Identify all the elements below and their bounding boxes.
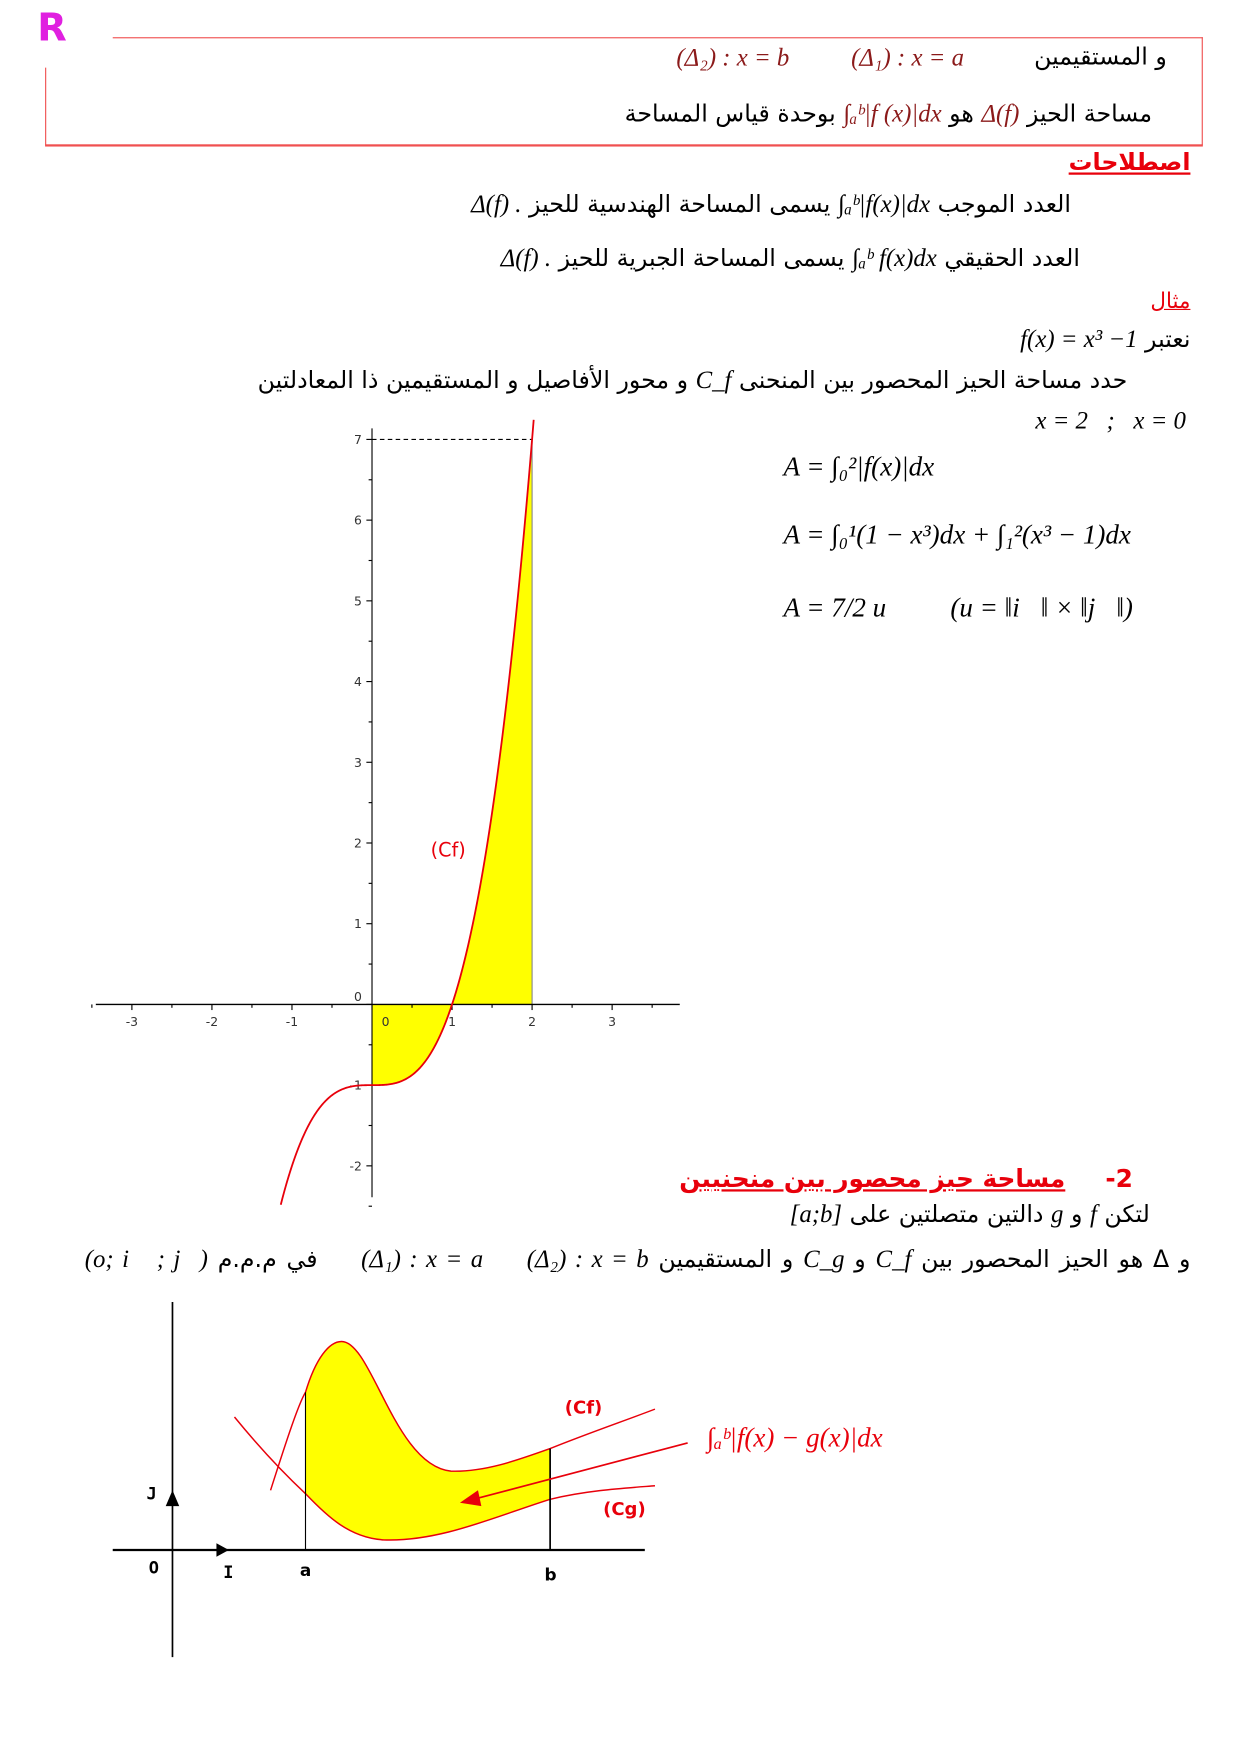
text: لتكن <box>1104 1200 1150 1228</box>
y-tick-label: -2 <box>350 1158 362 1173</box>
cf-curve <box>269 1340 656 1491</box>
unit-definition: (u = ‖i⃗‖ × ‖j⃗‖) <box>950 594 1133 624</box>
delta-f: Δ(f) . <box>471 189 522 218</box>
y-tick-label: 5 <box>354 593 362 608</box>
example-task: حدد مساحة الحيز المحصور بين المنحنى C_f … <box>258 365 1128 394</box>
terms-line1: العدد الموجب ∫ₐᵇ|f(x)|dx يسمى المساحة ال… <box>471 189 1071 218</box>
text: دالتين متصلتين على <box>849 1200 1044 1228</box>
x-tick-label: -1 <box>286 1014 298 1029</box>
terms-heading: اصطلاحات <box>1068 148 1191 176</box>
x-tick-label: -3 <box>126 1014 138 1029</box>
delta-f: Δ(f) . <box>500 243 552 272</box>
cf-symbol: C_f <box>695 365 732 394</box>
text: يسمى المساحة الجبرية للحيز <box>558 244 845 272</box>
y-tick-label: 3 <box>354 755 362 770</box>
section2-number: -2 <box>1105 1165 1133 1194</box>
a-label: a <box>300 1560 311 1580</box>
text: العدد الموجب <box>937 190 1071 218</box>
pointer-arrow-head-icon <box>459 1490 482 1507</box>
logo: R <box>37 5 67 51</box>
text: نعتبر <box>1145 325 1191 353</box>
x-tick-label: 1 <box>448 1014 456 1029</box>
cf-label: (Cf) <box>565 1398 603 1419</box>
y-tick-label: 6 <box>354 513 362 528</box>
difference-integral: ∫ₐᵇ|f(x) − g(x)|dx <box>705 1422 883 1454</box>
text: يسمى المساحة الهندسية للحيز <box>529 190 831 218</box>
integral: ∫ₐᵇ|f (x)|dx <box>843 99 942 128</box>
cg-curve <box>233 1416 656 1541</box>
example-function: نعتبر f(x) = x³ −1 <box>1020 325 1190 354</box>
x-tick-label: 0 <box>382 1014 390 1029</box>
box-delta1: (Δ₁) : x = a <box>851 42 965 72</box>
f-symbol: f <box>1089 1199 1097 1228</box>
x-tick-label: 2 <box>528 1014 536 1029</box>
text: و المستقيمين <box>658 1245 794 1273</box>
cg-symbol: C_g <box>803 1244 845 1273</box>
box-border-bottom <box>45 144 1203 147</box>
example-bounds: x = 2 ; x = 0 <box>1035 405 1186 435</box>
box-delta2: (Δ₂) : x = b <box>676 42 790 72</box>
text: و Δ هو الحيز المحصور بين <box>921 1245 1191 1273</box>
box-border-left <box>45 67 47 146</box>
cg-label: (Cg) <box>603 1499 646 1520</box>
text: حدد مساحة الحيز المحصور بين المنحنى <box>738 366 1128 394</box>
interval: [a;b] <box>789 1199 843 1228</box>
y-tick-label: 4 <box>354 674 362 689</box>
cf-symbol: C_f <box>875 1244 912 1273</box>
cf-curve-label: (Cf) <box>430 839 466 863</box>
shaded-region <box>305 1341 551 1541</box>
section2-line2: و Δ هو الحيز المحصور بين C_f و C_g و الم… <box>85 1245 1191 1274</box>
text: و <box>854 1245 866 1273</box>
text: هو <box>949 100 974 128</box>
integral: ∫ₐᵇ|f(x)|dx <box>837 189 931 218</box>
text: مساحة الحيز <box>1026 100 1153 128</box>
equation-2: A = ∫₀¹(1 − x³)dx + ∫₁²(x³ − 1)dx <box>783 520 1131 551</box>
box-line2: مساحة الحيز Δ(f) هو ∫ₐᵇ|f (x)|dx بوحدة ق… <box>625 99 1152 128</box>
y-tick-label: 7 <box>354 432 362 447</box>
j-label: J <box>147 1483 157 1503</box>
text: العدد الحقيقي <box>944 244 1080 272</box>
shaded-area <box>372 439 533 1086</box>
example-heading: مثال <box>1150 288 1191 314</box>
y-tick-label: 1 <box>354 916 362 931</box>
i-label: I <box>223 1562 233 1582</box>
y-tick-label: 2 <box>354 836 362 851</box>
delta1: (Δ₁) : x = a <box>361 1244 484 1273</box>
g-symbol: g <box>1051 1199 1064 1228</box>
delta2: (Δ₂) : x = b <box>526 1244 649 1273</box>
x-tick-label: -2 <box>206 1014 218 1029</box>
terms-line2: العدد الحقيقي ∫ₐᵇ f(x)dx يسمى المساحة ال… <box>501 243 1080 272</box>
x-tick-label: 3 <box>608 1014 616 1029</box>
j-arrow-icon <box>165 1490 180 1507</box>
box-border-right <box>1201 37 1203 146</box>
box-line1-text: و المستقيمين <box>1034 42 1167 70</box>
b-label: b <box>544 1564 556 1584</box>
cf-curve <box>279 419 535 1205</box>
equation-1: A = ∫₀²|f(x)|dx <box>783 453 935 483</box>
origin-label: O <box>149 1558 159 1578</box>
text: و <box>1070 1200 1083 1228</box>
i-arrow-icon <box>216 1543 229 1557</box>
equation-3: A = 7/2 u <box>783 594 887 624</box>
text: في م.م.م <box>217 1245 318 1273</box>
integral: ∫ₐᵇ f(x)dx <box>852 243 937 272</box>
text: بوحدة قياس المساحة <box>624 100 836 128</box>
text: و محور الأفاصيل و المستقيمين ذا المعادلت… <box>257 366 689 394</box>
delta-f: Δ(f) <box>981 99 1020 128</box>
y-tick-label: 0 <box>354 989 362 1004</box>
frame: (o; i⃗ ; j⃗) <box>84 1244 208 1273</box>
section2-heading: مساحة حيز محصور بين منحنيين <box>679 1165 1066 1194</box>
function: f(x) = x³ −1 <box>1020 324 1138 353</box>
box-border-top <box>112 37 1203 39</box>
pointer-arrow <box>473 1442 688 1501</box>
section2-line1: لتكن f و g دالتين متصلتين على [a;b] <box>790 1199 1150 1228</box>
